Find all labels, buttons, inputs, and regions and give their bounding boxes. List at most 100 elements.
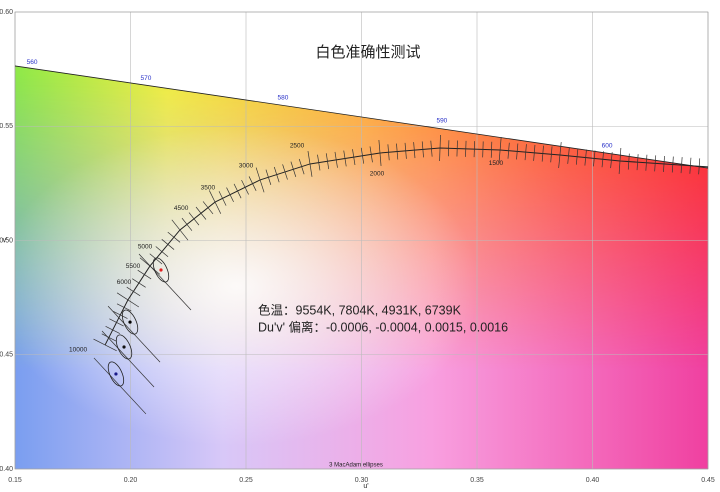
isotherm-tick xyxy=(490,141,493,158)
isotherm-tick xyxy=(218,191,227,206)
isotherm-tick xyxy=(516,143,519,160)
isotherm-tick xyxy=(575,148,579,165)
isotherm-tick xyxy=(290,161,297,178)
isotherm-tick xyxy=(113,310,128,319)
y-tick-label: 0.40 xyxy=(0,466,13,473)
isotherm-tick xyxy=(202,201,214,215)
isotherm-tick xyxy=(550,146,553,163)
isotherm-tick xyxy=(533,144,536,161)
isotherm-tick xyxy=(149,253,163,265)
isotherm-tick xyxy=(396,143,399,160)
isotherm-tick xyxy=(167,231,181,243)
cct-label: 5500 xyxy=(126,263,141,270)
x-axis-label: u' xyxy=(363,483,368,490)
isotherm-tick xyxy=(137,269,152,280)
spectral-locus xyxy=(14,65,709,169)
isotherm-tick xyxy=(689,157,692,174)
isotherm-tick xyxy=(663,155,665,172)
isotherm-tick xyxy=(645,154,648,171)
isotherm-tick xyxy=(171,219,189,241)
cct-label: 10000 xyxy=(69,347,87,354)
annotation: Du'v' 偏离：-0.0006, -0.0004, 0.0015, 0.001… xyxy=(258,319,508,334)
isotherm-tick xyxy=(473,141,475,158)
isotherm-tick xyxy=(255,167,265,193)
annotation: 色温：9554K, 7804K, 4931K, 6739K xyxy=(258,302,462,317)
isotherm-tick xyxy=(430,140,433,157)
cct-label: 4500 xyxy=(174,205,189,212)
y-axis-label: v' xyxy=(3,237,8,244)
cct-label: 1500 xyxy=(489,160,504,167)
isotherm-tick xyxy=(195,206,207,220)
macadam-ellipse xyxy=(107,361,125,387)
plot-border xyxy=(14,11,709,470)
isotherm-tick xyxy=(116,303,132,312)
isotherm-tick xyxy=(317,154,321,171)
isotherm-tick xyxy=(465,140,467,157)
isotherm-tick xyxy=(325,153,330,170)
isotherm-tick xyxy=(273,166,280,183)
x-tick-label: 0.30 xyxy=(355,477,369,484)
cct-label: 2000 xyxy=(370,171,385,178)
macadam-ellipse xyxy=(152,257,170,283)
isotherm-tick xyxy=(404,142,407,159)
isotherm-tick xyxy=(601,151,604,168)
isotherm-tick xyxy=(282,164,288,180)
isotherm-tick xyxy=(265,169,272,186)
isotherm-tick xyxy=(439,134,441,161)
x-tick-label: 0.45 xyxy=(701,477,715,484)
isotherm-tick xyxy=(369,146,373,163)
cct-label: 3500 xyxy=(201,185,216,192)
wavelength-label: 560 xyxy=(27,59,38,66)
isotherm-tick xyxy=(654,155,657,172)
isotherm-tick xyxy=(558,142,562,169)
ellipse-caption: 3 MacAdam ellipses xyxy=(329,463,383,469)
isotherm-tick xyxy=(498,137,502,163)
isotherm-tick xyxy=(116,292,140,308)
wavelength-label: 600 xyxy=(602,143,613,150)
point xyxy=(128,320,132,324)
isotherm-tick xyxy=(680,157,683,174)
isotherm-tick xyxy=(226,187,234,203)
isotherm-tick xyxy=(610,152,613,169)
isotherm-tick xyxy=(343,150,347,167)
isotherm-tick xyxy=(188,212,200,226)
isotherm-tick xyxy=(524,144,527,161)
isotherm-tick xyxy=(105,325,121,334)
chart-title: 白色准确性测试 xyxy=(315,44,420,61)
x-tick-label: 0.35 xyxy=(470,477,484,484)
isotherm-tick xyxy=(248,176,257,191)
point xyxy=(159,268,163,272)
isotherm-tick xyxy=(482,141,484,158)
isotherm-tick xyxy=(93,338,117,352)
wavelength-label: 570 xyxy=(141,75,152,82)
isotherm-tick xyxy=(155,246,169,258)
isotherm-tick xyxy=(618,147,622,174)
isotherm-tick xyxy=(241,180,249,195)
wavelength-label: 590 xyxy=(436,118,447,125)
isotherm-tick xyxy=(161,239,175,250)
y-tick-label: 0.45 xyxy=(0,352,13,359)
isotherm-tick xyxy=(101,333,117,342)
isotherm-tick xyxy=(593,150,596,167)
cct-label: 5000 xyxy=(138,244,153,251)
isotherm-tick xyxy=(109,318,124,327)
isotherm-tick xyxy=(233,183,242,199)
point xyxy=(114,372,118,376)
wavelength-label: 580 xyxy=(278,95,289,102)
isotherm-tick xyxy=(413,142,416,159)
macadam-ellipse xyxy=(121,309,139,335)
isotherm-tick xyxy=(567,147,570,164)
isotherm-tick xyxy=(181,217,193,231)
isotherm-tick xyxy=(352,149,356,166)
y-tick-label: 0.50 xyxy=(0,237,13,244)
y-tick-label: 0.55 xyxy=(0,123,13,130)
isotherm-tick xyxy=(456,140,458,157)
x-tick-label: 0.15 xyxy=(8,477,22,484)
isotherm-tick xyxy=(307,151,313,177)
isotherm-tick xyxy=(208,190,222,214)
cct-label: 6000 xyxy=(117,279,132,286)
y-tick-label: 0.60 xyxy=(0,9,13,16)
isotherm-tick xyxy=(421,141,424,158)
isotherm-tick xyxy=(507,142,510,159)
